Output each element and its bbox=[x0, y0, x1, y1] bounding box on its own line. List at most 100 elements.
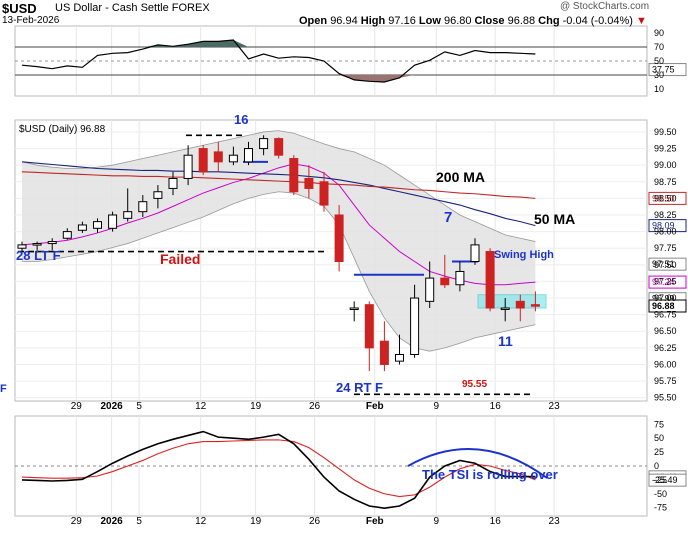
price-y-tick: 97.50 bbox=[654, 260, 677, 270]
candle-body bbox=[364, 304, 374, 349]
candle-body bbox=[304, 177, 314, 189]
price-tag bbox=[648, 299, 687, 313]
price-y-tick: 96.00 bbox=[654, 359, 677, 369]
price-y-tick: 98.75 bbox=[654, 177, 677, 187]
x-tick-label: 23 bbox=[549, 516, 561, 527]
x-tick-label: 23 bbox=[549, 401, 561, 412]
series-line-bb-mid bbox=[21, 163, 536, 286]
candle-body bbox=[334, 214, 344, 262]
candle-body bbox=[470, 244, 480, 262]
x-tick-label: 19 bbox=[250, 516, 262, 527]
candle-body bbox=[274, 138, 284, 156]
price-tag-text: 97.51 bbox=[652, 259, 675, 269]
x-tick-label: 26 bbox=[309, 516, 321, 527]
tsi-y-tick: -50 bbox=[654, 489, 667, 499]
candle-body bbox=[410, 297, 420, 355]
candle-body bbox=[485, 251, 495, 309]
tsi-y-tick: 75 bbox=[654, 419, 664, 429]
rsi-layer: 37.75 bbox=[15, 39, 687, 83]
x-tick-label: Feb bbox=[366, 401, 384, 412]
ohlc-summary: Open 96.94 High 97.16 Low 96.80 Close 96… bbox=[299, 15, 647, 27]
annot-28-lt-f: 28 LT F bbox=[16, 248, 61, 263]
open-value: 96.94 bbox=[330, 15, 358, 27]
tsi-value-tag bbox=[648, 473, 687, 487]
rsi-y-tick: 90 bbox=[654, 28, 664, 38]
candle-body bbox=[32, 243, 42, 246]
candle-body bbox=[77, 224, 87, 231]
close-label: Close bbox=[474, 15, 505, 27]
candle-body bbox=[108, 214, 118, 229]
tsi-layer: -19.49-25.49 bbox=[15, 430, 687, 510]
candle-body bbox=[93, 221, 102, 229]
annot-24-rt-f: 24 RT F bbox=[336, 380, 383, 395]
bollinger-band-fill bbox=[22, 130, 536, 352]
bb-upper-line bbox=[21, 130, 536, 242]
rsi-line bbox=[21, 39, 536, 83]
price-panel-frame bbox=[14, 119, 648, 402]
candle-body bbox=[515, 300, 525, 309]
x-tick-label: 12 bbox=[195, 401, 207, 412]
tsi-y-tick: 25 bbox=[654, 447, 664, 457]
candle-body bbox=[425, 277, 435, 302]
price-y-tick: 99.25 bbox=[654, 144, 677, 154]
x-tick-label: Feb bbox=[366, 516, 384, 527]
candle-body bbox=[319, 181, 329, 206]
open-label: Open bbox=[299, 15, 328, 27]
x-tick-label: 5 bbox=[136, 516, 142, 527]
high-value: 97.16 bbox=[388, 15, 416, 27]
annot-200ma: 200 MA bbox=[436, 169, 485, 185]
annot-tsi-rolling-over: The TSI is rolling over bbox=[422, 467, 558, 482]
high-label: High bbox=[360, 15, 386, 27]
candle-body bbox=[123, 211, 133, 219]
rsi-y-tick: 70 bbox=[654, 42, 664, 52]
price-panel-title: $USD (Daily) 96.88 bbox=[19, 124, 106, 135]
price-y-tick: 97.00 bbox=[654, 293, 677, 303]
candle-body bbox=[455, 270, 465, 286]
x-tick-label: 16 bbox=[490, 401, 502, 412]
rsi-overbought-fill bbox=[142, 40, 249, 47]
price-y-tick: 99.00 bbox=[654, 160, 677, 170]
edge-label-f: F bbox=[0, 383, 7, 395]
candle-body bbox=[395, 353, 404, 362]
x-tick-label: 26 bbox=[309, 401, 321, 412]
candle-body bbox=[244, 148, 253, 163]
chg-value: -0.04 (-0.04%) bbox=[562, 15, 633, 27]
tsi-rolling-arc bbox=[407, 448, 548, 479]
consolidation-box bbox=[477, 294, 547, 309]
price-y-tick: 95.75 bbox=[654, 376, 677, 386]
tsi-y-tick: 0 bbox=[654, 461, 659, 471]
candle-body bbox=[17, 244, 27, 249]
price-y-tick: 98.50 bbox=[654, 193, 677, 203]
symbol: $USD bbox=[2, 1, 37, 16]
tsi-line bbox=[21, 430, 536, 510]
chart-date: 13-Feb-2026 bbox=[2, 15, 60, 26]
price-y-tick: 95.50 bbox=[654, 393, 677, 403]
price-tag-text: 98.09 bbox=[652, 221, 675, 231]
candle-body bbox=[213, 151, 223, 163]
annot-11: 11 bbox=[498, 333, 513, 349]
price-y-tick: 97.75 bbox=[654, 243, 677, 253]
annot-50ma: 50 MA bbox=[534, 211, 575, 227]
candle-body bbox=[259, 138, 269, 150]
price-tag bbox=[648, 275, 687, 289]
y-axis-ticks: 90 70 50 30 10 99.50 99.25 99.00 98.75 98.50 98.25… bbox=[654, 28, 677, 513]
candle-body bbox=[379, 340, 389, 365]
rsi-panel-frame bbox=[14, 25, 648, 97]
x-tick-label: 12 bbox=[195, 516, 207, 527]
candle-body bbox=[183, 154, 193, 179]
x-tick-label: 2026 bbox=[100, 401, 123, 412]
rsi-value-tag bbox=[648, 63, 687, 77]
rsi-y-tick: 10 bbox=[654, 84, 664, 94]
x-tick-label: 2026 bbox=[100, 516, 123, 527]
x-tick-label: 29 bbox=[71, 401, 83, 412]
price-tag-text: 97.24 bbox=[652, 277, 675, 287]
tsi-panel-frame bbox=[14, 415, 648, 517]
x-tick-label: 16 bbox=[490, 516, 502, 527]
candle-body bbox=[440, 277, 450, 286]
low-label: Low bbox=[418, 15, 441, 27]
annot-failed: Failed bbox=[160, 251, 200, 267]
rsi-y-tick: 30 bbox=[654, 70, 664, 80]
tsi-value-tag-text: -25.49 bbox=[652, 475, 678, 485]
